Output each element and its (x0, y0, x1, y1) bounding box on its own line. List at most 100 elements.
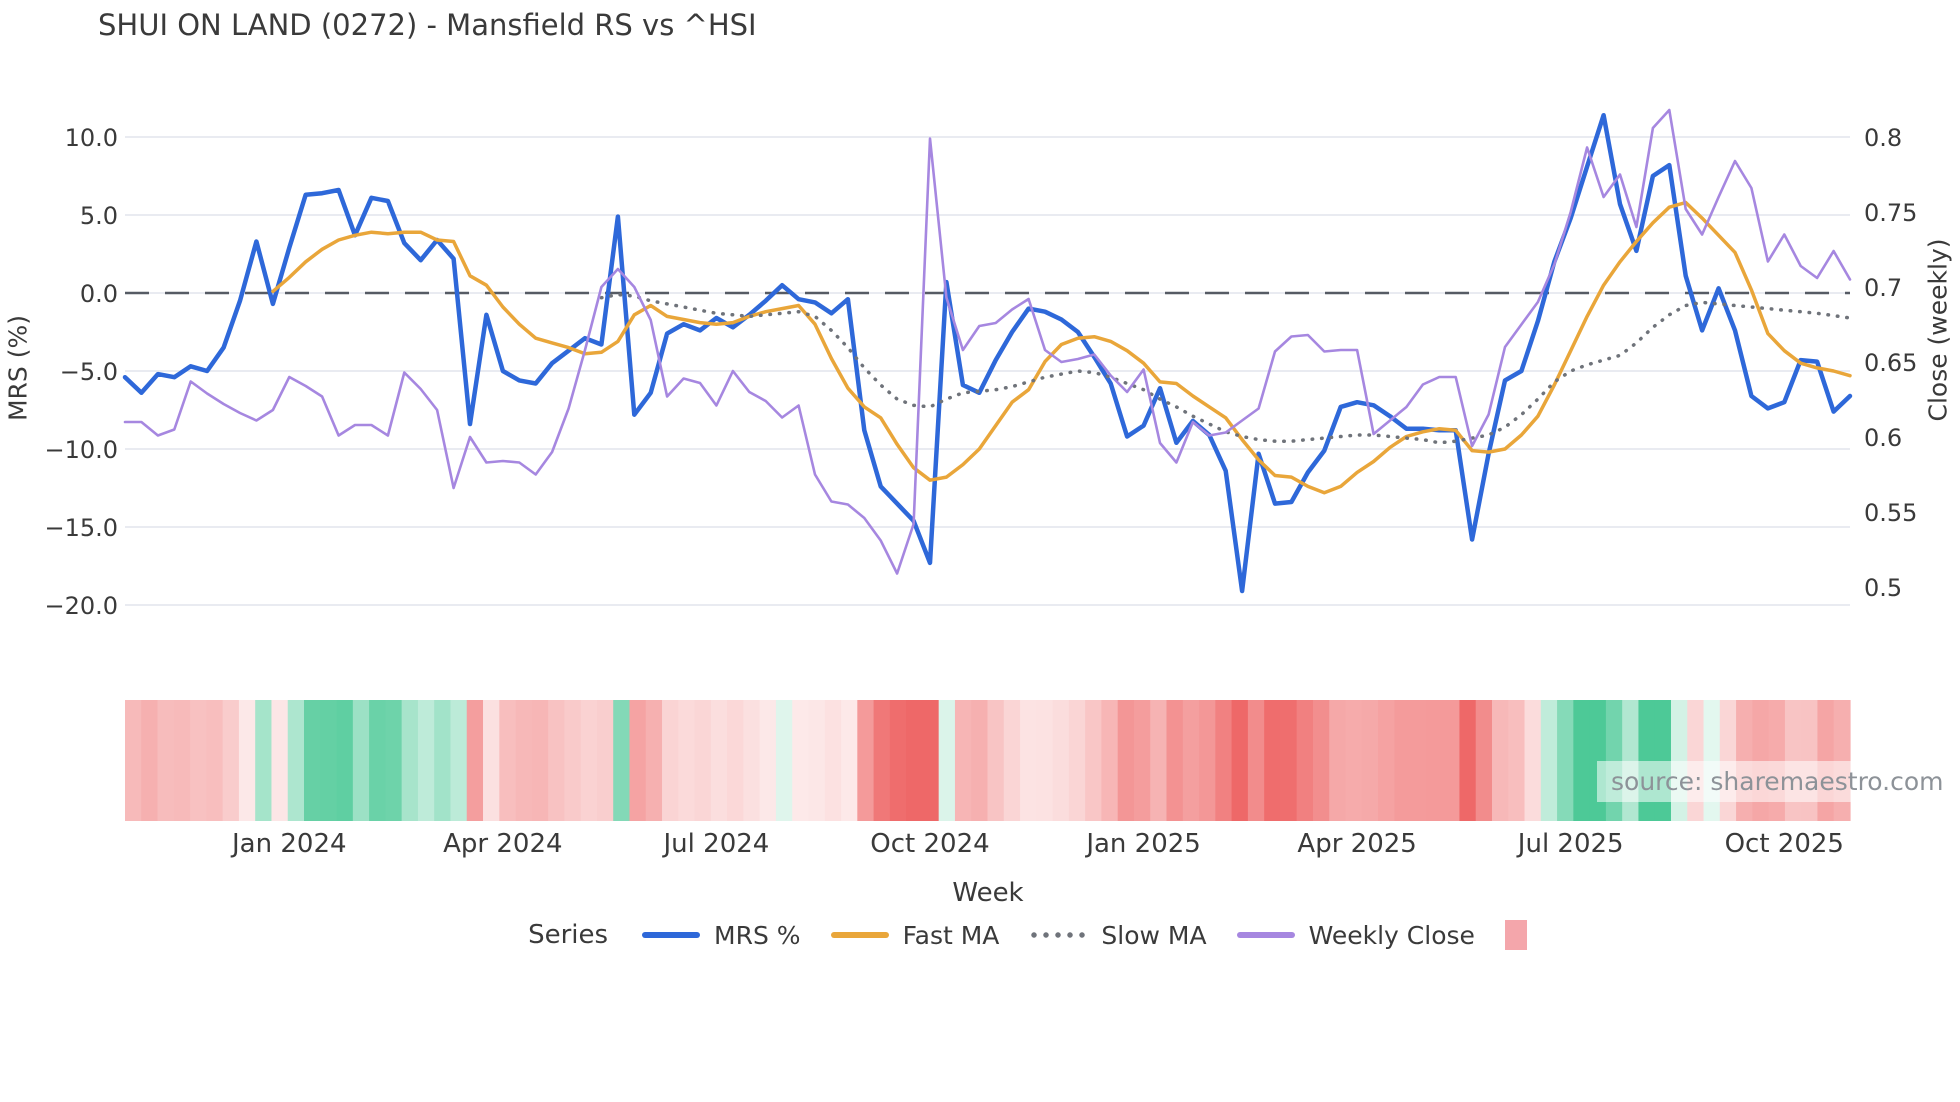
heatmap-cell (483, 700, 500, 821)
legend-item-slow-ma: Slow MA (1029, 920, 1207, 950)
x-axis-tick-label: Jan 2024 (230, 829, 347, 859)
heatmap-cell (531, 700, 549, 821)
mrs-line (122, 112, 1853, 594)
x-axis-tick-label: Apr 2025 (1297, 829, 1416, 859)
legend-item-fast-ma: Fast MA (830, 920, 1000, 950)
heatmap-cell (320, 700, 338, 821)
x-axis-tick-label: Oct 2024 (870, 829, 989, 859)
heatmap-cell (1052, 700, 1070, 821)
heatmap-cell (1133, 700, 1151, 821)
heatmap-cell (1003, 700, 1021, 821)
heatmap-cell (1475, 700, 1493, 821)
heatmap-cell (206, 700, 224, 821)
heatmap-cell (401, 700, 419, 821)
heatmap-cell (1378, 700, 1395, 821)
left-axis-title: MRS (%) (3, 314, 33, 422)
heatmap-cell (1199, 700, 1216, 821)
heatmap-cell (548, 700, 565, 821)
heatmap-cell (190, 700, 207, 821)
right-axis-tick-label: 0.75 (1864, 199, 1917, 227)
right-axis-tick-label: 0.55 (1864, 499, 1917, 527)
heatmap-cell (759, 700, 777, 821)
legend: Series MRS % Fast MA Slow MA Weekly Clos… (0, 920, 1960, 950)
heatmap-cell (1166, 700, 1184, 821)
heatmap-cell (466, 700, 484, 821)
heatmap-cell (173, 700, 191, 821)
heatmap-cell (125, 700, 142, 821)
weekly-close-line-swatch-icon (1236, 932, 1295, 938)
heatmap-cell (1036, 700, 1054, 821)
heatmap-cell (1491, 700, 1509, 821)
legend-item-mrs: MRS % (642, 921, 801, 950)
left-axis-tick-label: −15.0 (44, 514, 118, 542)
legend-item-weekly-close: Weekly Close (1236, 920, 1475, 950)
heatmap-cell (1410, 700, 1428, 821)
heatmap-cell (271, 700, 289, 821)
left-axis-tick-label: 5.0 (80, 202, 118, 230)
heatmap-cell (1296, 700, 1314, 821)
heatmap-cell (255, 700, 273, 821)
heatmap-cell (1101, 700, 1119, 821)
heatmap-cell (629, 700, 647, 821)
heatmap-cell (1540, 700, 1558, 821)
legend-item-label: Fast MA (902, 920, 1000, 950)
heatmap-cell (889, 700, 907, 821)
heatmap-cell (824, 700, 842, 821)
heatmap-cell (1459, 700, 1477, 821)
heatmap-cell (710, 700, 728, 821)
legend-item-label: MRS % (714, 920, 801, 950)
legend-item-label: Slow MA (1101, 920, 1207, 950)
heatmap-cell (1182, 700, 1200, 821)
heatmap-cell (515, 700, 533, 821)
heatmap-cell (1280, 700, 1298, 821)
heatmap-cell (1247, 700, 1265, 821)
heatmap-cell (1361, 700, 1379, 821)
heatmap-cell (1524, 700, 1542, 821)
x-axis-title: Week (952, 878, 1024, 908)
heatmap-cell (287, 700, 305, 821)
heatmap-cell (1020, 700, 1037, 821)
heatmap-cell (743, 700, 761, 821)
heatmap-cell (580, 700, 598, 821)
heatmap-cell (336, 700, 354, 821)
heatmap-cell (857, 700, 875, 821)
heatmap-cell (352, 700, 370, 821)
heatmap-cell (1117, 700, 1135, 821)
heatmap-cell (954, 700, 972, 821)
x-axis-tick-label: Apr 2024 (443, 829, 562, 859)
left-axis-tick-label: −5.0 (60, 358, 118, 386)
right-axis-tick-label: 0.7 (1864, 274, 1902, 302)
heatmap-cell (450, 700, 468, 821)
heatmap-cell (238, 700, 256, 821)
heatmap-cell (645, 700, 663, 821)
weekly-close-line (123, 108, 1852, 575)
page-title: SHUI ON LAND (0272) - Mansfield RS vs ^H… (98, 8, 757, 42)
legend-heading: Series (528, 920, 609, 950)
heatmap-cell (792, 700, 810, 821)
x-axis-tick-label: Jul 2024 (662, 829, 770, 859)
mrs-line-swatch-icon (642, 932, 701, 938)
right-axis-tick-label: 0.8 (1864, 124, 1902, 152)
heatmap-cell (1231, 700, 1249, 821)
source-watermark: source: sharemaestro.com (1597, 761, 1958, 802)
heatmap-cell (369, 700, 386, 821)
heatmap-cell (1443, 700, 1461, 821)
heatmap-cell (1508, 700, 1526, 821)
right-axis-tick-label: 0.65 (1864, 349, 1917, 377)
heatmap-cell (417, 700, 435, 821)
left-axis-tick-label: 10.0 (65, 124, 118, 152)
heatmap-cell (1068, 700, 1086, 821)
heatmap-cell (1150, 700, 1168, 821)
heatmap-cell (304, 700, 321, 821)
x-axis-tick-label: Oct 2025 (1725, 829, 1844, 859)
fast-ma-line-swatch-icon (830, 932, 889, 938)
heatmap-cell (1085, 700, 1103, 821)
heatmap-cell (938, 700, 956, 821)
right-axis-tick-label: 0.6 (1864, 424, 1902, 452)
heatmap-cell (694, 700, 712, 821)
heatmap-cell (141, 700, 159, 821)
legend-item-label: Weekly Close (1308, 920, 1475, 950)
left-axis-tick-label: −20.0 (44, 592, 118, 620)
